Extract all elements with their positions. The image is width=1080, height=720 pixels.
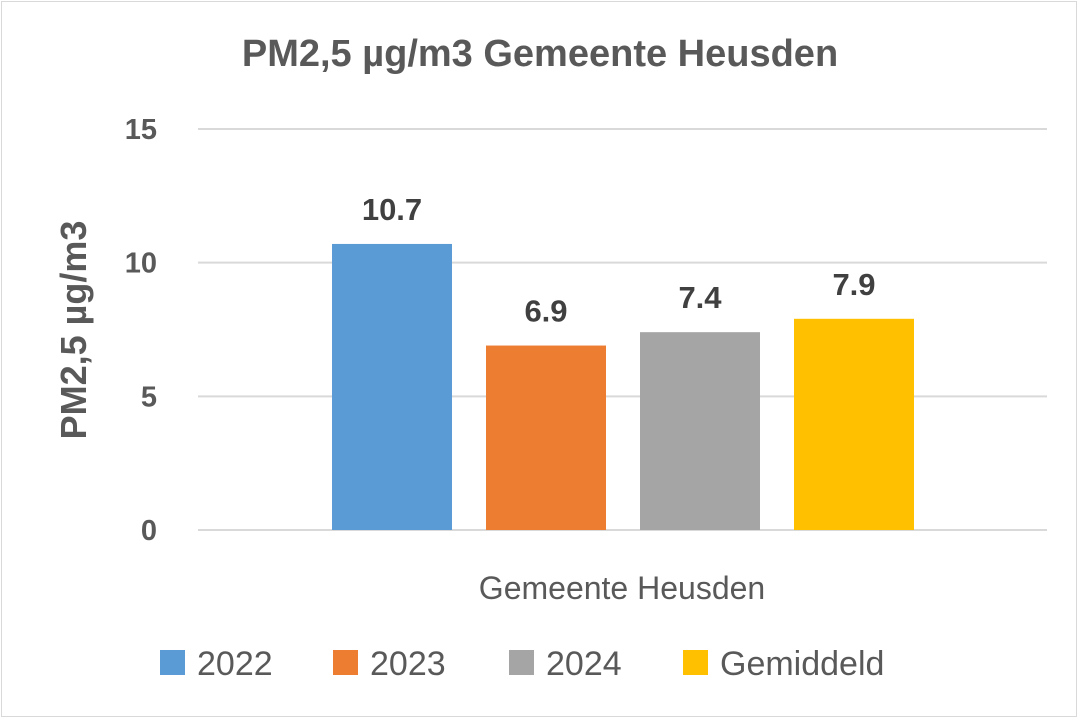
y-tick-label: 10 [125, 248, 157, 280]
category-label: Gemeente Heusden [479, 570, 765, 606]
data-label-2024: 7.4 [678, 280, 722, 315]
y-tick-label: 5 [141, 381, 157, 413]
legend-label-2023: 2023 [370, 645, 446, 683]
data-labels: 10.7 6.9 7.4 7.9 [362, 192, 876, 329]
legend-label-2022: 2022 [197, 645, 273, 683]
data-label-gemiddeld: 7.9 [832, 267, 875, 302]
legend-swatch-gemiddeld [683, 650, 708, 675]
data-label-2022: 10.7 [362, 192, 422, 227]
bar-2022 [332, 243, 452, 530]
bar-2023 [486, 345, 606, 530]
legend-label-2024: 2024 [546, 645, 622, 683]
y-axis-label: PM2,5 µg/m3 [53, 221, 94, 440]
data-label-2023: 6.9 [524, 294, 567, 329]
chart-title: PM2,5 µg/m3 Gemeente Heusden [242, 33, 838, 75]
gridlines [198, 128, 1047, 531]
legend-label-gemiddeld: Gemiddeld [720, 645, 884, 683]
legend-swatch-2024 [509, 650, 534, 675]
bar-gemiddeld [794, 318, 914, 530]
legend-swatch-2022 [160, 650, 185, 675]
legend: 2022 2023 2024 Gemiddeld [160, 645, 884, 683]
bar-2024 [640, 332, 760, 530]
y-tick-label: 15 [125, 114, 157, 146]
legend-swatch-2023 [333, 650, 358, 675]
y-tick-label: 0 [141, 515, 157, 547]
y-axis-ticks: 0 5 10 15 [125, 114, 157, 547]
bars [332, 243, 914, 530]
